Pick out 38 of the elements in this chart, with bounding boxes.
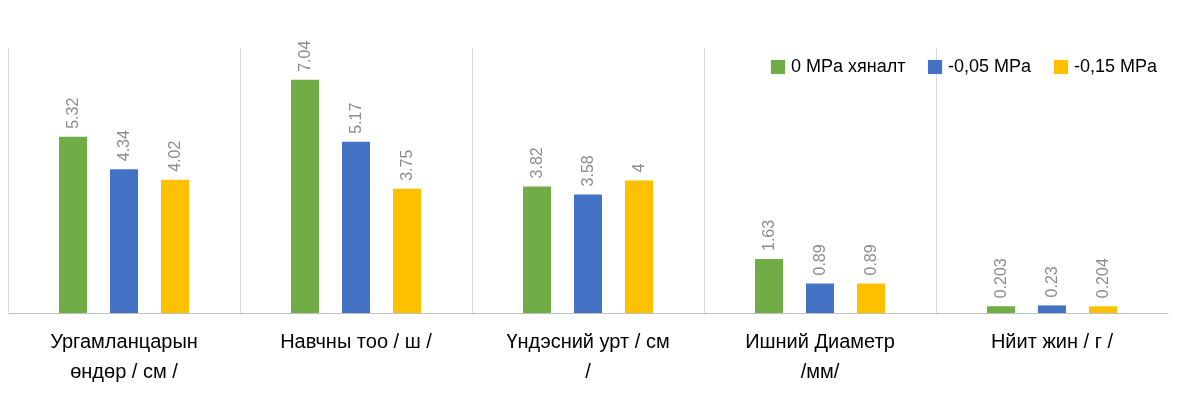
bar (986, 306, 1016, 313)
x-tick-label: Навчны тоо / ш / (280, 329, 433, 352)
data-label: 1.63 (760, 219, 778, 252)
bar (1037, 305, 1067, 313)
data-label: 3.82 (528, 147, 546, 179)
data-label: 5.17 (347, 102, 364, 134)
data-label: 3.58 (579, 155, 596, 187)
data-label: 0.23 (1043, 266, 1060, 298)
bar (58, 136, 88, 313)
legend-label: -0,15 MPa (1074, 56, 1159, 76)
bar (624, 180, 654, 313)
x-tick-label: Ургамланцарын өндөр / см / (50, 329, 198, 382)
data-label: 5.32 (64, 97, 82, 129)
x-tick-label: Нйит жин / г / (990, 329, 1114, 352)
bar (392, 188, 422, 313)
x-tick-label: Үндэсний урт / см / (506, 329, 670, 382)
data-label: 4.34 (115, 130, 132, 162)
bar (341, 141, 371, 313)
data-label: 4 (629, 163, 647, 173)
bar (160, 179, 190, 313)
bar (109, 169, 139, 313)
bar (754, 259, 784, 313)
data-label: 0.89 (861, 244, 879, 276)
bar (805, 283, 835, 313)
data-label: 0.204 (1093, 258, 1111, 299)
bar (522, 186, 552, 313)
legend-label: -0,05 MPa (948, 56, 1033, 76)
data-label: 0.89 (811, 244, 828, 276)
x-tick-label: Ишний Диаметр /мм/ (745, 329, 895, 382)
data-label: 4.02 (165, 140, 183, 172)
data-label: 3.75 (397, 149, 415, 181)
bar (1088, 306, 1118, 313)
data-label: 0.203 (992, 258, 1010, 299)
legend-label: 0 MPa хяналт (791, 56, 906, 76)
data-label: 7.04 (296, 40, 314, 72)
bar (856, 283, 886, 313)
bar (573, 194, 603, 313)
bar (290, 79, 320, 313)
